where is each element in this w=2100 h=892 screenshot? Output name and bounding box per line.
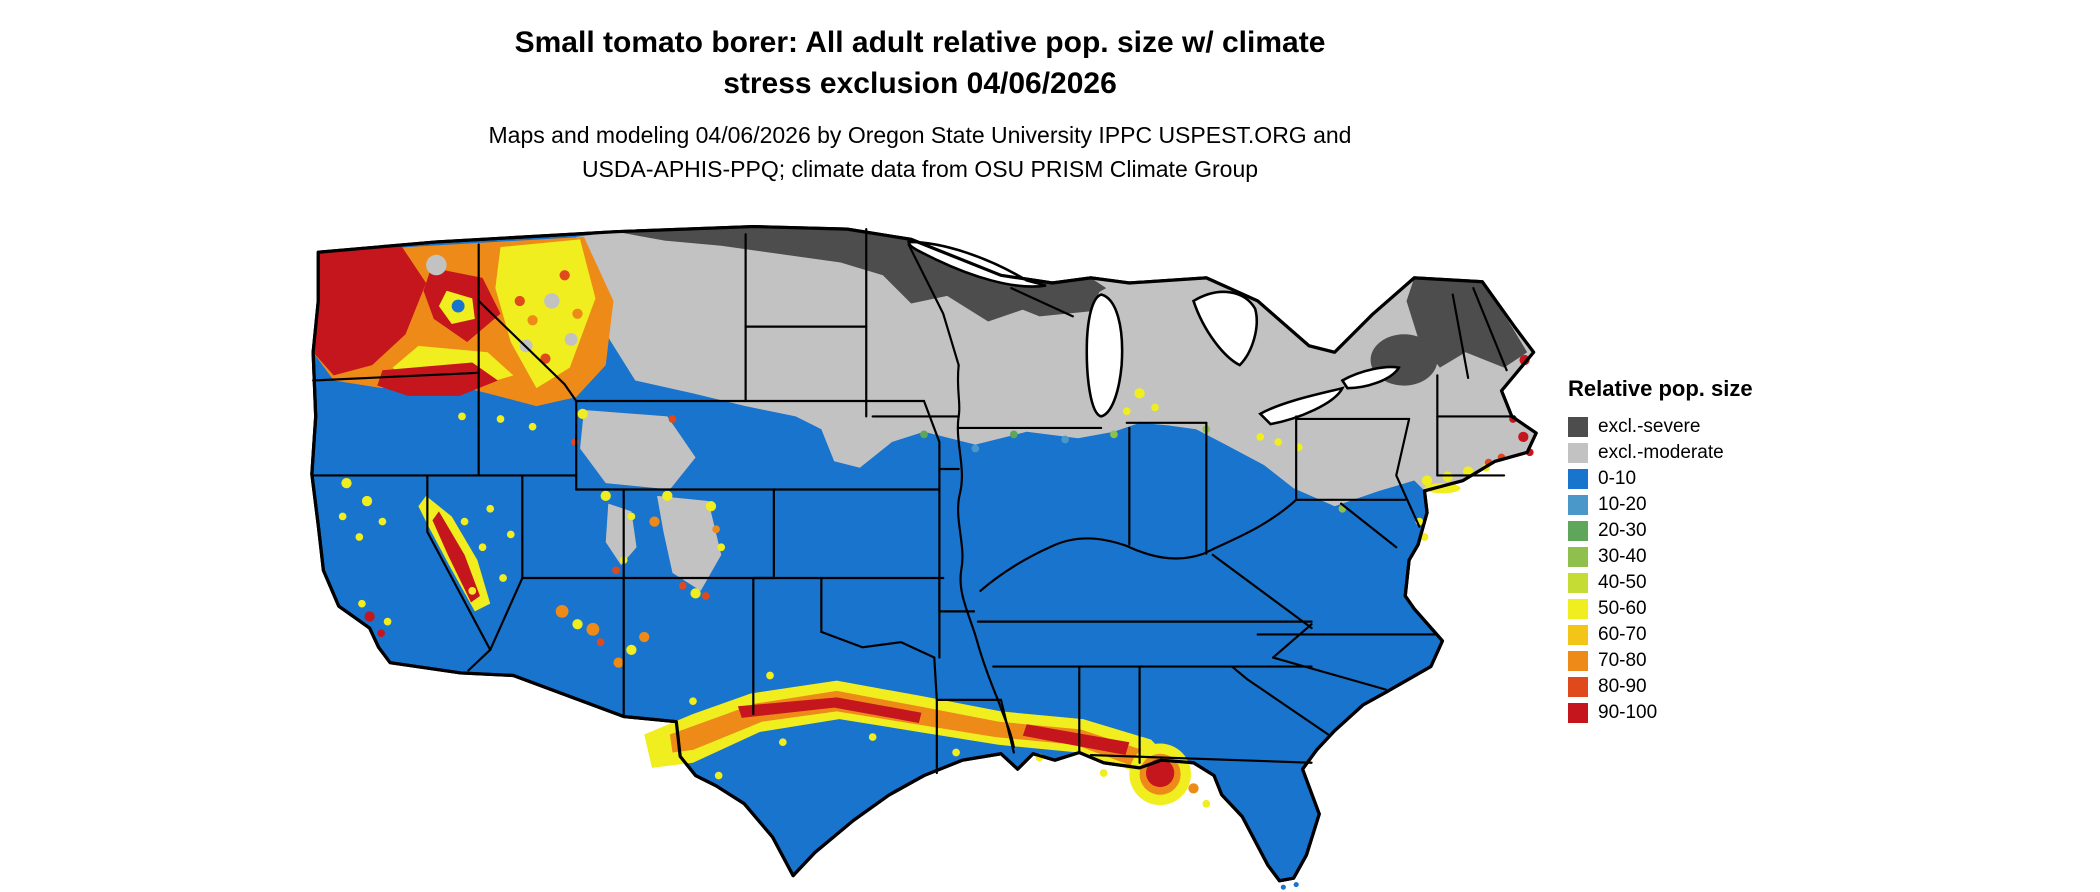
legend-label: 70-80 [1598, 650, 1647, 671]
legend-label: 30-40 [1598, 546, 1647, 567]
legend-swatch-70-80 [1568, 651, 1588, 671]
legend-row: 90-100 [1568, 700, 1848, 726]
legend-label: 0-10 [1598, 468, 1637, 489]
legend-swatch-20-30 [1568, 521, 1588, 541]
legend-swatch-10-20 [1568, 495, 1588, 515]
legend-row: excl.-severe [1568, 414, 1848, 440]
map-layer-hot-zones [313, 236, 1534, 808]
map-title-line2: stress exclusion 04/06/2026 [723, 67, 1117, 100]
legend-swatch-40-50 [1568, 573, 1588, 593]
legend-row: 10-20 [1568, 492, 1848, 518]
legend-label: 20-30 [1598, 520, 1647, 541]
legend-swatch-excl-moderate [1568, 443, 1588, 463]
legend-label: 10-20 [1598, 494, 1647, 515]
legend-row: 40-50 [1568, 570, 1848, 596]
legend-swatch-excl-severe [1568, 417, 1588, 437]
legend-label: 80-90 [1598, 676, 1647, 697]
us-choropleth-map [308, 224, 1540, 891]
legend-label: 50-60 [1598, 598, 1647, 619]
map-layer-great-lakes [907, 240, 1401, 426]
map-title: Small tomato borer: All adult relative p… [0, 22, 1840, 104]
legend-row: 80-90 [1568, 674, 1848, 700]
legend-row: excl.-moderate [1568, 440, 1848, 466]
map-layer-severe-exclusion [616, 226, 1528, 386]
legend-label: excl.-moderate [1598, 442, 1724, 463]
legend-row: 20-30 [1568, 518, 1848, 544]
florida-keys-dot [1280, 884, 1286, 890]
legend-title: Relative pop. size [1568, 376, 1753, 401]
legend-label: 90-100 [1598, 702, 1658, 723]
map-legend: Relative pop. size excl.-severe excl.-mo… [1568, 376, 1848, 726]
legend-label: 60-70 [1598, 624, 1647, 645]
map-layer-state-borders [312, 228, 1516, 775]
map-region-yellowstone-gray [580, 409, 696, 490]
lake-erie [1258, 386, 1345, 426]
map-subtitle: Maps and modeling 04/06/2026 by Oregon S… [0, 118, 1840, 186]
lake-huron [1191, 290, 1258, 367]
legend-label: excl.-severe [1598, 416, 1701, 437]
legend-row: 60-70 [1568, 622, 1848, 648]
legend-row: 0-10 [1568, 466, 1848, 492]
florida-keys-dot [1293, 882, 1299, 888]
legend-swatch-30-40 [1568, 547, 1588, 567]
legend-row: 50-60 [1568, 596, 1848, 622]
lake-ontario [1340, 365, 1401, 390]
legend-swatch-0-10 [1568, 469, 1588, 489]
legend-swatch-90-100 [1568, 703, 1588, 723]
us-map-svg [310, 224, 1538, 890]
legend-swatch-50-60 [1568, 599, 1588, 619]
legend-row: 30-40 [1568, 544, 1848, 570]
legend-swatch-80-90 [1568, 677, 1588, 697]
map-region-colorado-rockies-gray [657, 495, 722, 591]
legend-label: 40-50 [1598, 572, 1647, 593]
map-title-line1: Small tomato borer: All adult relative p… [514, 26, 1326, 59]
map-subtitle-line2: USDA-APHIS-PPQ; climate data from OSU PR… [581, 156, 1259, 182]
legend-swatch-60-70 [1568, 625, 1588, 645]
lake-michigan [1085, 293, 1124, 418]
legend-row: 70-80 [1568, 648, 1848, 674]
map-layer-outline [310, 224, 1538, 890]
map-subtitle-line1: Maps and modeling 04/06/2026 by Oregon S… [488, 122, 1352, 148]
